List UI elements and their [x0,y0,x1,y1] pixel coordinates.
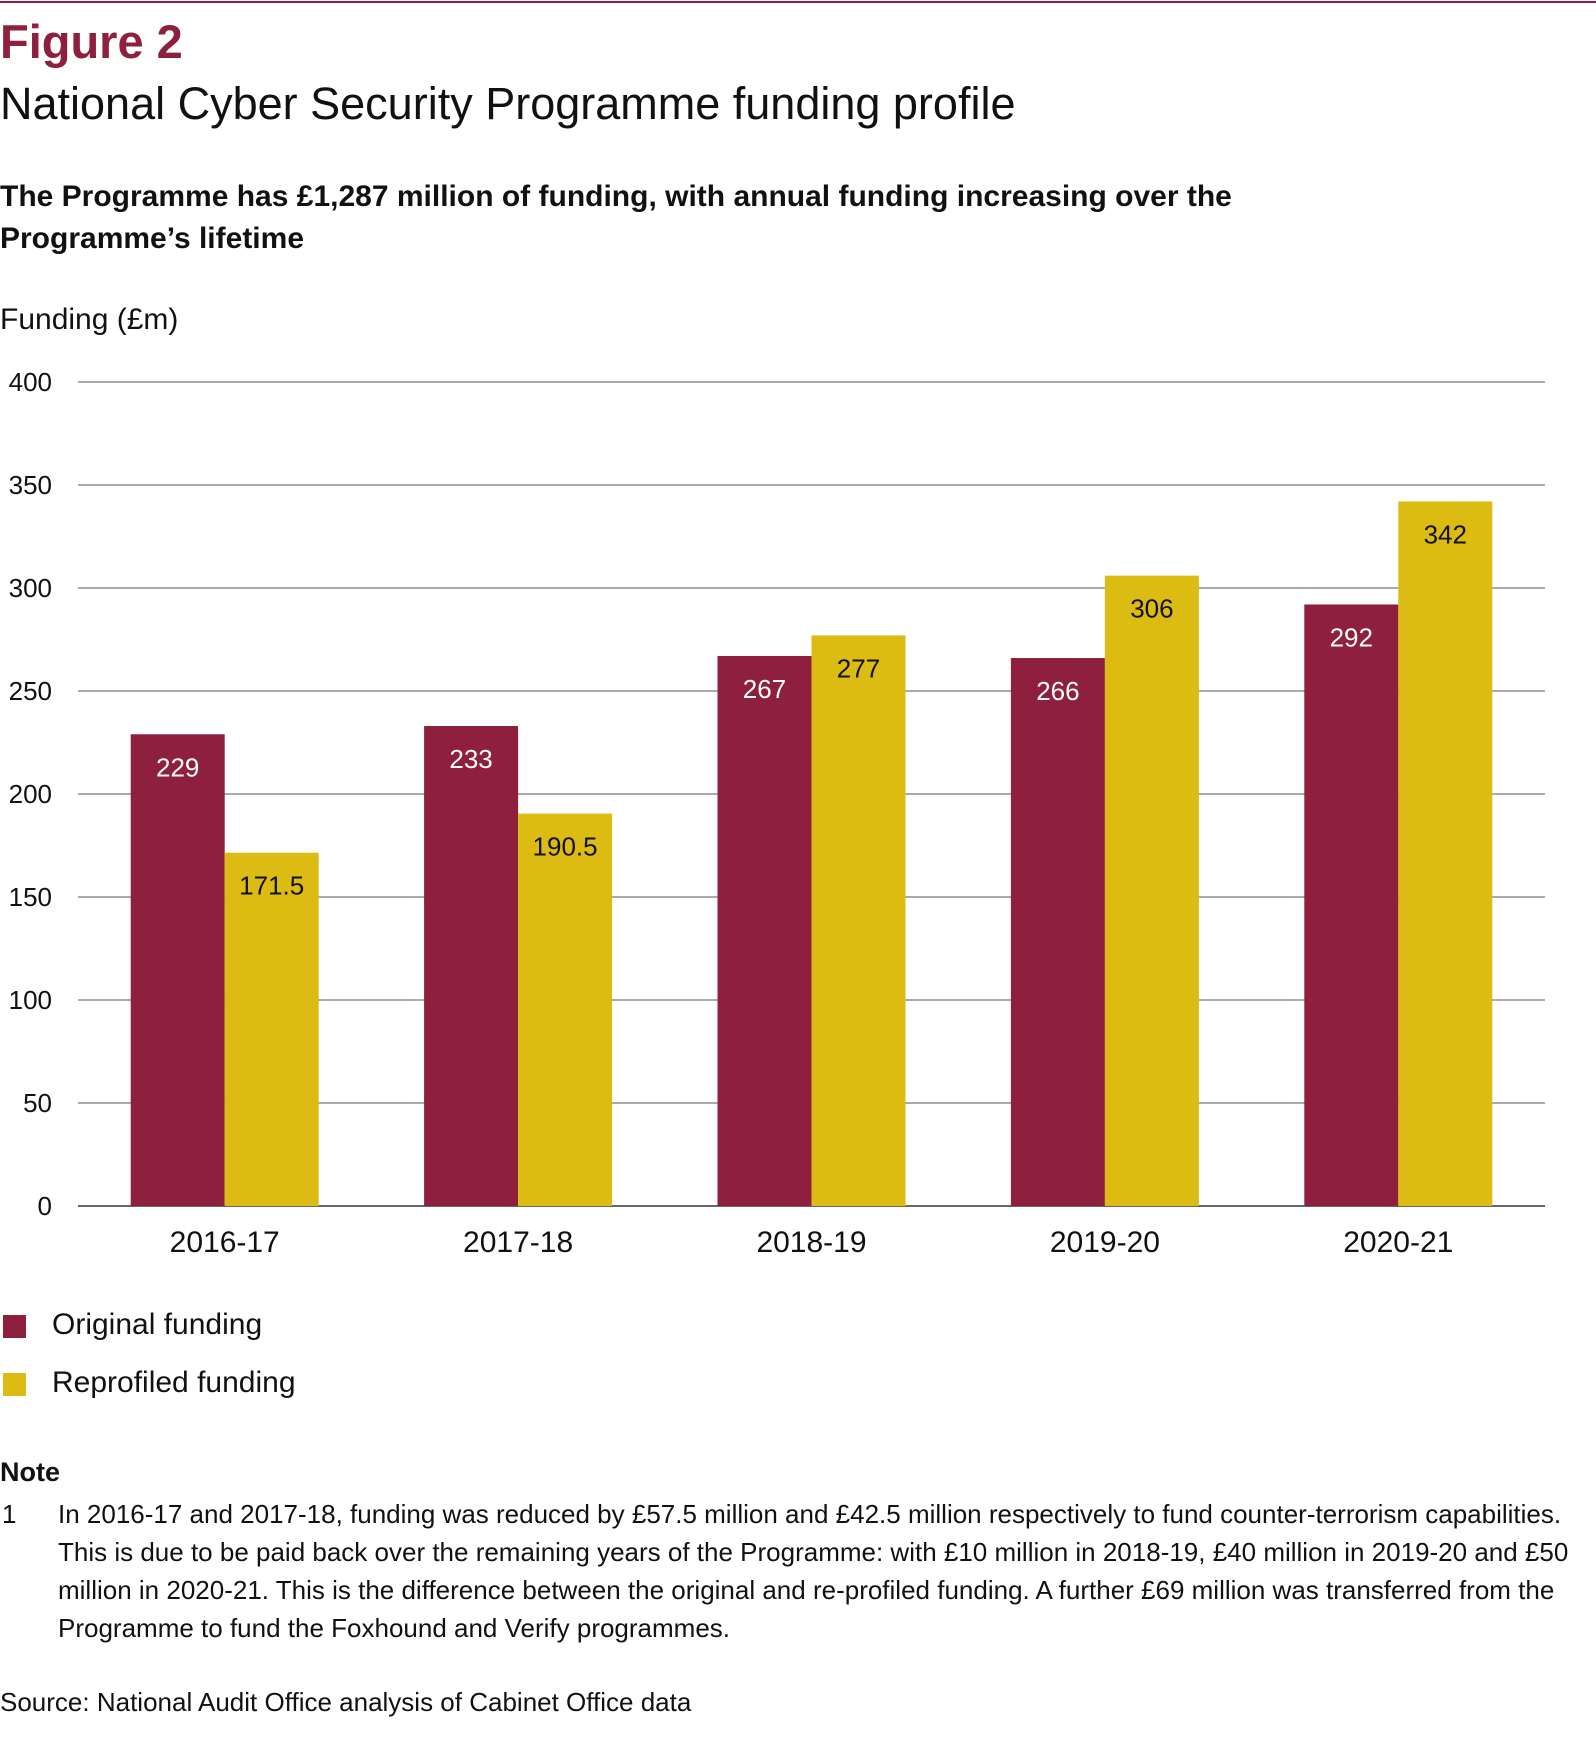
bar-reprofiled [1398,501,1493,1206]
x-tick-label: 2016-17 [170,1226,280,1259]
data-label-original: 267 [743,674,786,704]
data-label-reprofiled: 171.5 [239,871,304,901]
legend-swatch-reprofiled [3,1373,26,1396]
legend-item-reprofiled: Reprofiled funding [0,1363,500,1403]
bar-chart: 0 50 100 150 200 250 300 350 400 229 171.5 2016-17 2… [9,367,1545,1259]
legend-swatch-original [3,1315,26,1338]
y-tick-label: 350 [9,470,52,500]
y-tick-label: 150 [9,882,52,912]
y-tick-label: 200 [9,779,52,809]
data-label-original: 233 [449,744,492,774]
data-label-original: 292 [1330,622,1373,652]
bar-original [1304,604,1399,1206]
bar-original [717,655,812,1206]
legend-label-original: Original funding [52,1308,263,1341]
data-label-reprofiled: 306 [1130,594,1173,624]
top-rule [0,1,1596,3]
note-text: In 2016-17 and 2017-18, funding was redu… [58,1499,1569,1643]
data-label-reprofiled: 190.5 [533,832,598,862]
figure-title: National Cyber Security Programme fundin… [0,78,1016,129]
legend-label-reprofiled: Reprofiled funding [52,1366,296,1399]
bar-reprofiled [518,813,613,1206]
bar-original [424,726,519,1206]
y-tick-label: 100 [9,985,52,1015]
data-label-original: 229 [156,752,199,782]
data-label-reprofiled: 277 [837,653,880,683]
x-tick-label: 2019-20 [1050,1226,1160,1259]
y-tick-label: 400 [9,367,52,397]
x-tick-label: 2018-19 [756,1226,866,1259]
y-tick-label: 300 [9,573,52,603]
bar-original [130,734,225,1206]
y-tick-label: 0 [38,1191,52,1221]
figure-subtitle: The Programme has £1,287 million of fund… [0,180,1232,255]
legend-item-original: Original funding [0,1305,500,1345]
source-text: Source: National Audit Office analysis o… [0,1687,692,1717]
y-tick-label: 50 [23,1088,52,1118]
bar-reprofiled [811,635,906,1206]
bar-reprofiled [224,852,319,1206]
bar-original [1010,658,1105,1206]
x-tick-label: 2017-18 [463,1226,573,1259]
data-label-reprofiled: 342 [1424,519,1467,549]
y-tick-label: 250 [9,676,52,706]
figure-label: Figure 2 [0,15,183,68]
bar-reprofiled [1104,575,1199,1206]
note-number: 1 [2,1499,17,1529]
data-label-original: 266 [1036,676,1079,706]
x-tick-label: 2020-21 [1343,1226,1453,1259]
y-axis-label: Funding (£m) [0,303,179,336]
note-heading: Note [0,1457,60,1487]
